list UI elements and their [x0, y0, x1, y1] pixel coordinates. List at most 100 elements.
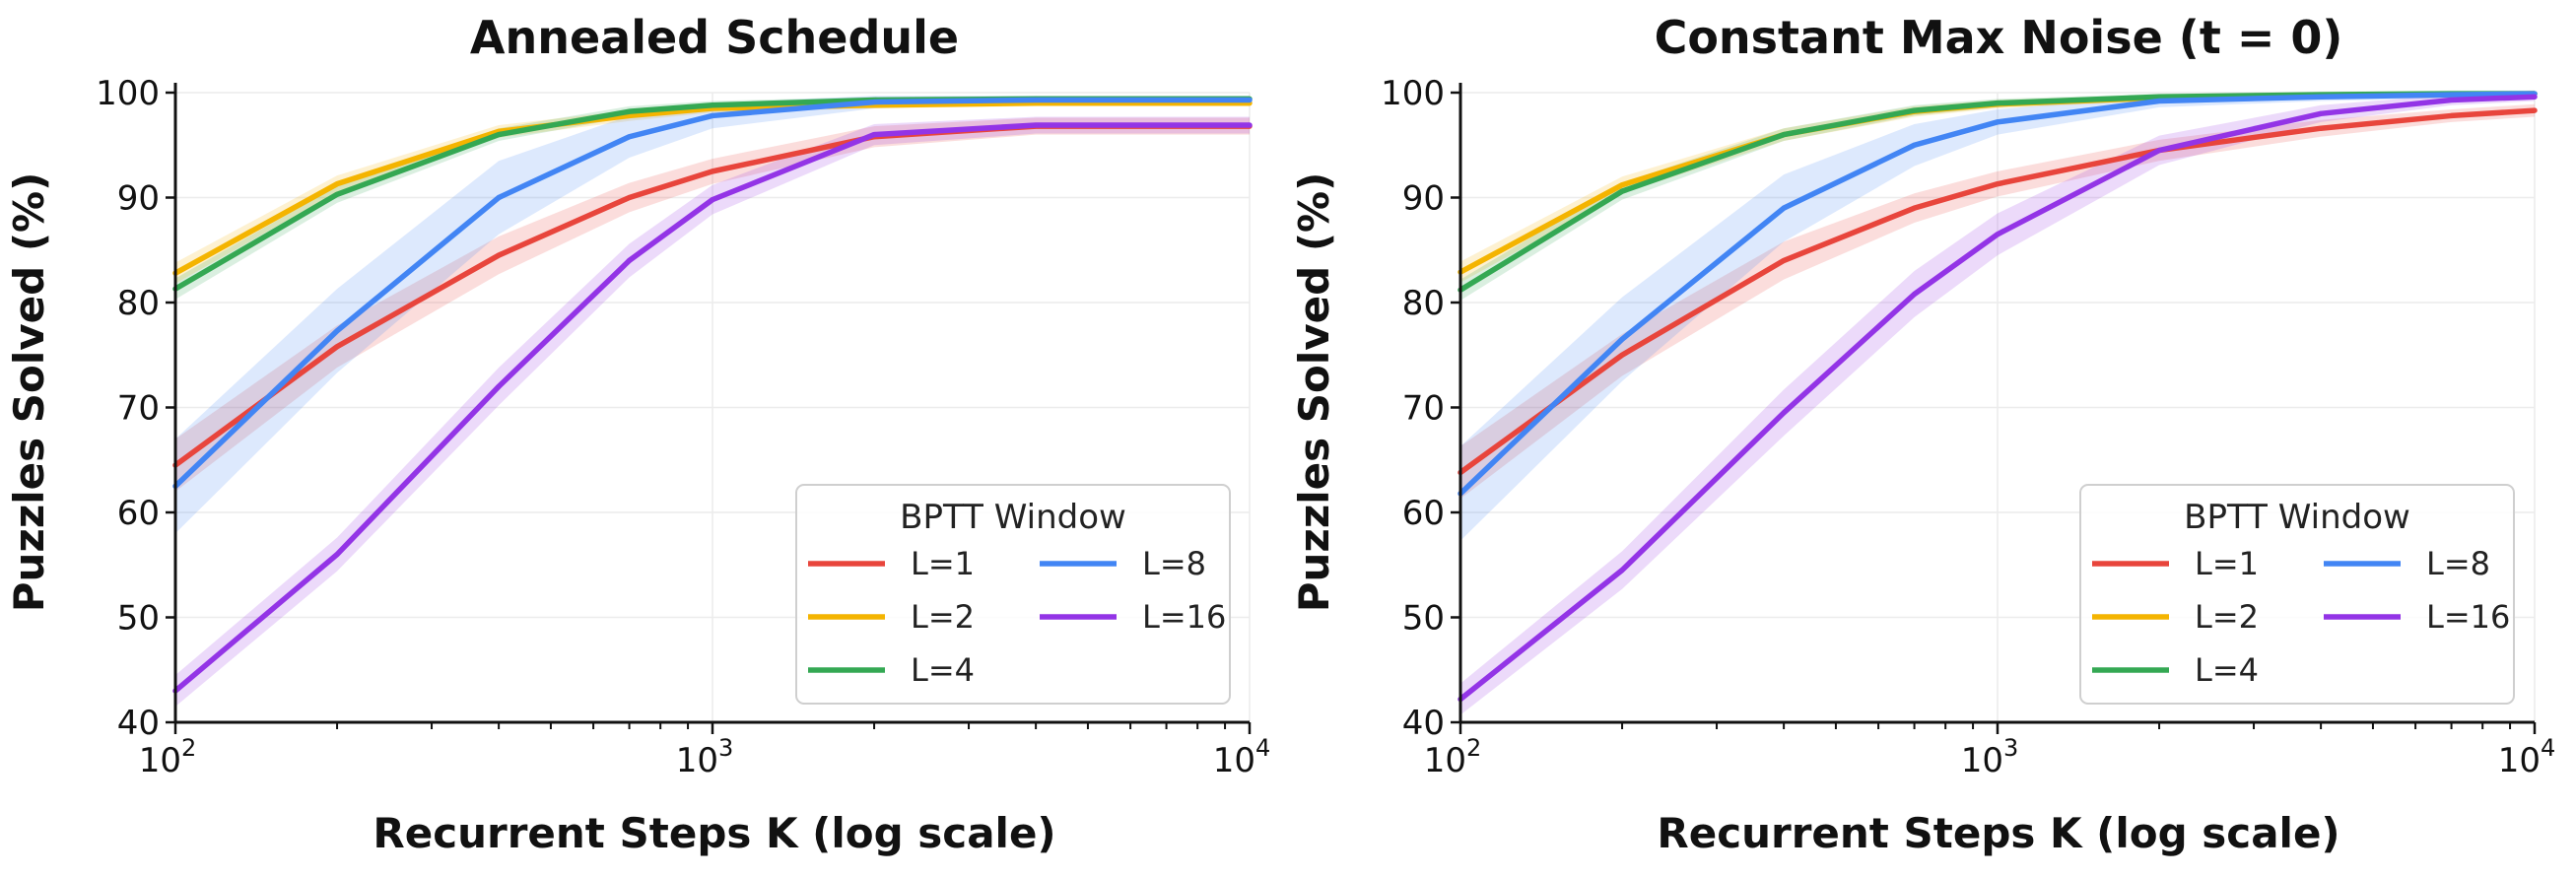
y-tick-label: 70	[1402, 389, 1445, 429]
data-point	[1033, 122, 1039, 128]
legend-item-L=16: L=16	[1040, 598, 1226, 636]
data-point	[2318, 125, 2324, 131]
legend-item-L=2: L=2	[2092, 598, 2259, 636]
y-tick-label: 70	[117, 389, 160, 429]
chart-panel-annealed: Annealed Schedule Puzzles Solved (%) Rec…	[5, 11, 1270, 857]
data-point	[1781, 257, 1787, 263]
legend-box	[795, 484, 1231, 705]
data-point	[1781, 132, 1787, 138]
band-L=8	[175, 96, 1250, 534]
x-tick-exponent: 2	[1466, 734, 1481, 762]
data-point	[2449, 112, 2455, 118]
legend-label: L=8	[2426, 545, 2490, 582]
series-line	[172, 97, 1253, 490]
data-point	[1995, 101, 2000, 106]
data-point	[710, 169, 715, 174]
y-tick-label: 40	[1402, 704, 1445, 743]
series-L=8	[1457, 91, 2538, 497]
data-point	[1033, 97, 1039, 102]
data-point	[1619, 188, 1625, 194]
y-tick-label: 100	[96, 74, 160, 113]
data-point	[334, 344, 340, 350]
legend-box	[2079, 484, 2515, 705]
legend-item-L=2: L=2	[808, 598, 975, 636]
data-point	[710, 112, 715, 118]
x-tick-base: 10	[139, 741, 181, 780]
legend-item-L=8: L=8	[1040, 545, 1206, 582]
x-tick-label: 102	[1424, 734, 1482, 780]
confidence-bands	[175, 96, 1250, 708]
data-point	[1619, 352, 1625, 358]
legend: BPTT Window L=1 L=2 L=4 L=8 L=16	[2079, 484, 2515, 705]
legend-item-L=4: L=4	[808, 651, 975, 689]
y-tick-label: 40	[117, 704, 160, 743]
band-L=1	[175, 117, 1250, 492]
x-axis-label: Recurrent Steps K (log scale)	[373, 809, 1055, 857]
data-point	[496, 252, 502, 258]
data-point	[2318, 110, 2324, 116]
data-point	[710, 102, 715, 108]
data-point	[710, 197, 715, 203]
data-point	[2532, 107, 2538, 113]
data-point	[1912, 205, 1918, 211]
legend-label: L=2	[2195, 598, 2259, 636]
data-point	[1619, 182, 1625, 188]
data-point	[1995, 232, 2000, 237]
data-point	[334, 552, 340, 558]
legend-item-L=1: L=1	[808, 545, 975, 582]
y-tick-label: 50	[1402, 599, 1445, 639]
series-L=16	[1457, 94, 2538, 703]
x-tick-exponent: 3	[718, 734, 733, 762]
data-point	[496, 132, 502, 138]
legend-item-L=16: L=16	[2324, 598, 2510, 636]
data-point	[1247, 97, 1253, 102]
data-point	[627, 195, 633, 200]
legend-item-L=8: L=8	[2324, 545, 2490, 582]
x-tick-exponent: 3	[2003, 734, 2018, 762]
x-tick-label: 104	[2498, 734, 2556, 780]
series-line	[172, 100, 1253, 276]
data-point	[2449, 92, 2455, 98]
x-tick-base: 10	[1961, 741, 2003, 780]
x-axis-label: Recurrent Steps K (log scale)	[1657, 809, 2339, 857]
x-tick-exponent: 2	[181, 734, 196, 762]
x-tick-base: 10	[2498, 741, 2541, 780]
data-point	[871, 132, 877, 138]
data-point	[2156, 94, 2162, 100]
data-point	[1912, 291, 1918, 297]
legend-label: L=1	[2195, 545, 2259, 582]
data-point	[496, 195, 502, 200]
chart-panel-constant-noise: Constant Max Noise (t = 0) Puzzles Solve…	[1290, 11, 2555, 857]
y-axis-label: Puzzles Solved (%)	[1290, 172, 1338, 613]
data-point	[334, 191, 340, 197]
data-point	[496, 383, 502, 389]
data-point	[1781, 410, 1787, 416]
legend-label: L=16	[2426, 598, 2510, 636]
y-tick-label: 90	[1402, 179, 1445, 219]
legend-item-L=4: L=4	[2092, 651, 2259, 689]
x-tick-base: 10	[1213, 741, 1255, 780]
y-tick-label: 80	[117, 284, 160, 323]
x-tick-exponent: 4	[2541, 734, 2555, 762]
legend-item-L=1: L=1	[2092, 545, 2259, 582]
legend-title: BPTT Window	[900, 498, 1126, 537]
x-tick-base: 10	[676, 741, 718, 780]
data-point	[2318, 94, 2324, 100]
data-point	[1619, 568, 1625, 574]
data-point	[1247, 122, 1253, 128]
data-point	[1995, 119, 2000, 125]
x-tick-label: 102	[139, 734, 197, 780]
y-axis-label: Puzzles Solved (%)	[5, 172, 53, 613]
chart-title: Annealed Schedule	[470, 11, 959, 64]
data-point	[1912, 107, 1918, 113]
legend: BPTT Window L=1 L=2 L=4 L=8 L=16	[795, 484, 1231, 705]
x-tick-label: 103	[676, 734, 734, 780]
y-tick-label: 100	[1381, 74, 1445, 113]
data-point	[627, 108, 633, 114]
legend-title: BPTT Window	[2184, 498, 2410, 537]
data-point	[1619, 336, 1625, 342]
y-tick-label: 50	[117, 599, 160, 639]
y-tick-label: 60	[117, 494, 160, 533]
band-L=2	[175, 100, 1250, 284]
chart-title: Constant Max Noise (t = 0)	[1655, 11, 2343, 64]
